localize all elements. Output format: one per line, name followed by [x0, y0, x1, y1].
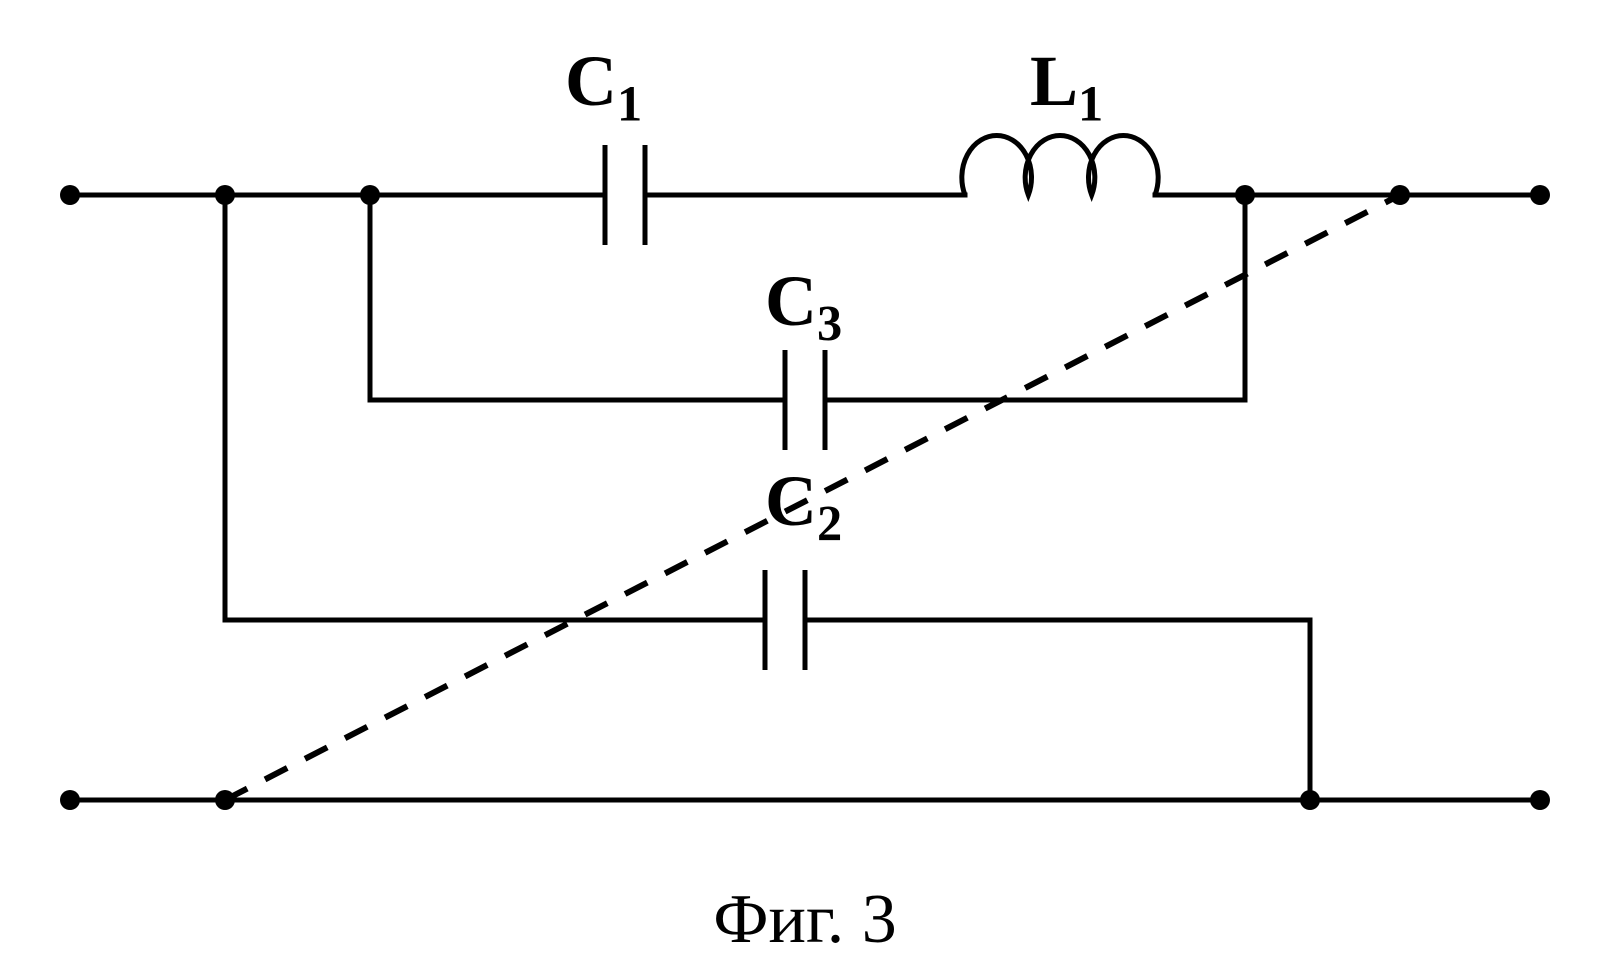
label-c3-main: C: [765, 261, 817, 341]
label-c1-sub: 1: [617, 75, 642, 131]
label-c2-sub: 2: [817, 495, 842, 551]
label-l1-sub: 1: [1078, 75, 1103, 131]
label-l1: L1: [1030, 40, 1103, 132]
label-c1-main: C: [565, 41, 617, 121]
label-c3-sub: 3: [817, 295, 842, 351]
figure-caption: Фиг. 3: [0, 880, 1610, 960]
caption-text: Фиг. 3: [713, 881, 897, 958]
label-c2: C2: [765, 460, 842, 552]
label-c3: C3: [765, 260, 842, 352]
label-l1-main: L: [1030, 41, 1078, 121]
circuit-diagram: C1 L1 C3 C2 Фиг. 3: [0, 0, 1610, 961]
label-c2-main: C: [765, 461, 817, 541]
label-c1: C1: [565, 40, 642, 132]
